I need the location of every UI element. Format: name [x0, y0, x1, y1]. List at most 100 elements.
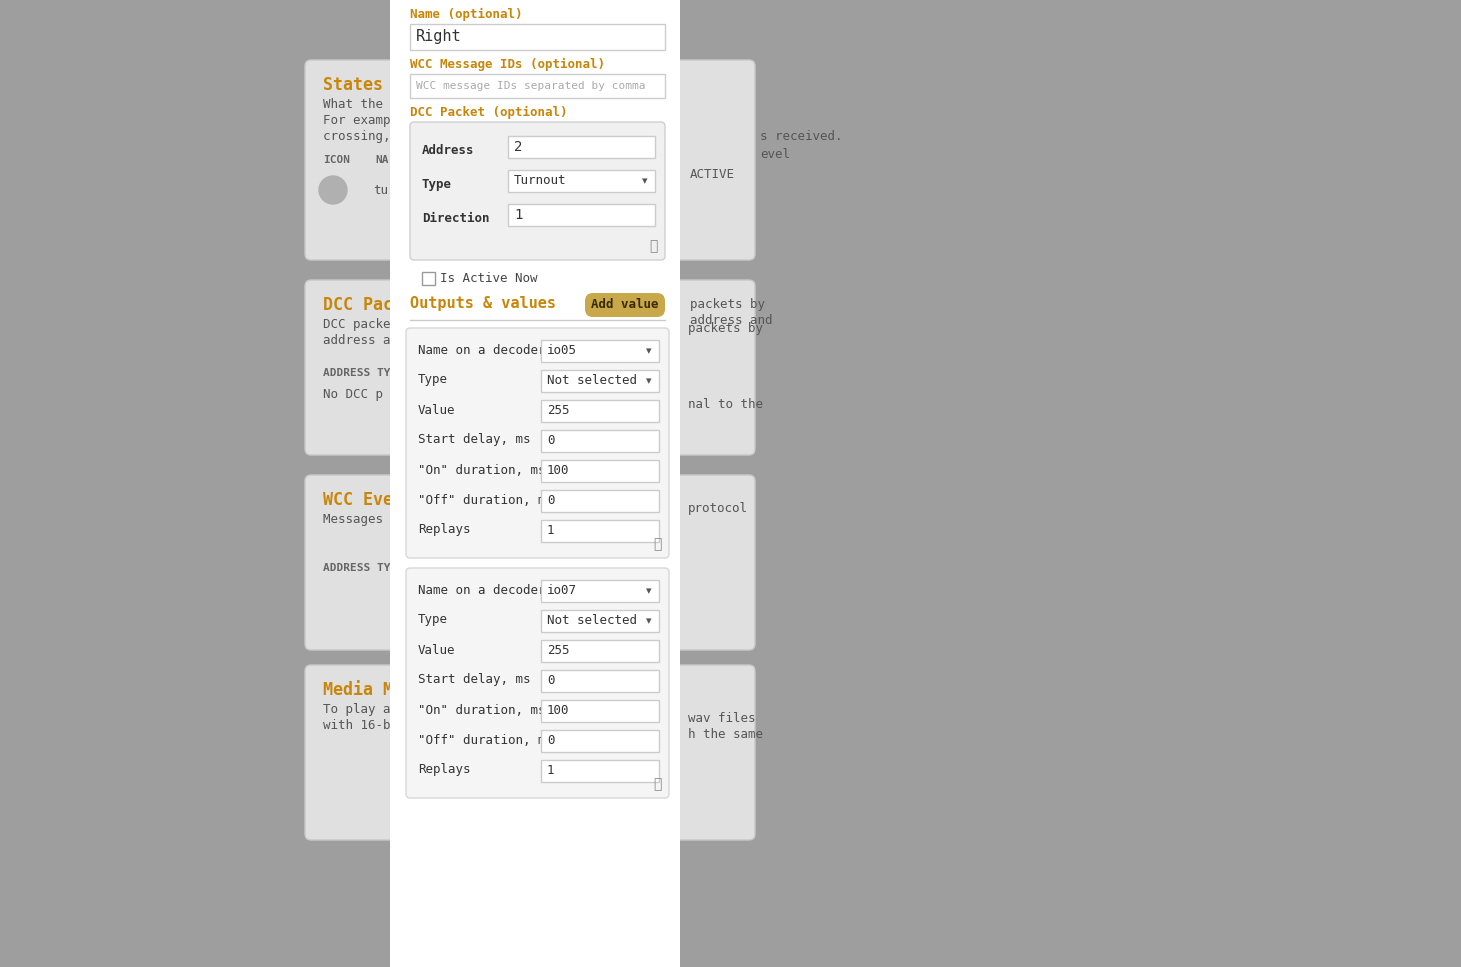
Text: To play au: To play au: [323, 703, 397, 716]
Text: "On" duration, ms: "On" duration, ms: [418, 463, 545, 477]
Text: What the de: What the de: [323, 98, 406, 111]
Text: For example: For example: [323, 114, 406, 127]
Text: address and: address and: [690, 314, 773, 327]
Text: crossing, r: crossing, r: [323, 130, 406, 143]
Text: "Off" duration, ms: "Off" duration, ms: [418, 734, 554, 747]
Text: with 16-bi: with 16-bi: [323, 719, 397, 732]
Bar: [541, 760, 659, 782]
Text: 255: 255: [546, 644, 570, 658]
Text: 1: 1: [546, 765, 555, 777]
Bar: [508, 170, 655, 192]
Bar: [411, 24, 665, 50]
Text: 100: 100: [546, 464, 570, 478]
Text: Not selected: Not selected: [546, 374, 637, 388]
Text: evel: evel: [760, 148, 790, 161]
Text: 0: 0: [546, 494, 555, 508]
Text: 🗑: 🗑: [653, 537, 662, 551]
Text: ▾: ▾: [646, 376, 652, 386]
Text: Value: Value: [418, 403, 456, 417]
Text: NA: NA: [375, 155, 389, 165]
Text: Replays: Replays: [418, 523, 470, 537]
Text: DCC packets: DCC packets: [323, 318, 406, 331]
Bar: [541, 670, 659, 692]
Text: WCC message IDs separated by comma: WCC message IDs separated by comma: [416, 81, 646, 91]
FancyBboxPatch shape: [406, 328, 669, 558]
FancyBboxPatch shape: [584, 293, 665, 317]
Text: 0: 0: [546, 434, 555, 448]
Text: ▾: ▾: [646, 346, 652, 356]
Bar: [541, 520, 659, 542]
Text: ICON: ICON: [323, 155, 351, 165]
Text: packets by: packets by: [688, 322, 763, 335]
Text: ACTIVE: ACTIVE: [405, 155, 446, 165]
Bar: [541, 730, 659, 752]
Text: Media Ma: Media Ma: [323, 681, 403, 699]
Text: 0: 0: [546, 675, 555, 688]
Text: ▾: ▾: [646, 616, 652, 626]
Text: ▾: ▾: [646, 586, 652, 596]
Text: Type: Type: [422, 178, 451, 191]
Text: No DCC p: No DCC p: [323, 388, 383, 401]
Text: DCC Packet (optional): DCC Packet (optional): [411, 106, 567, 119]
Bar: [422, 272, 435, 285]
Text: Type: Type: [418, 613, 449, 627]
Text: "On" duration, ms: "On" duration, ms: [418, 704, 545, 717]
FancyBboxPatch shape: [305, 475, 755, 650]
Bar: [541, 340, 659, 362]
Bar: [390, 0, 679, 967]
Text: ADDRESS TYPE: ADDRESS TYPE: [323, 563, 405, 573]
Text: packets by: packets by: [690, 298, 766, 311]
Text: Start delay, ms: Start delay, ms: [418, 433, 530, 447]
Bar: [541, 610, 659, 632]
Text: io05: io05: [546, 344, 577, 358]
Bar: [541, 370, 659, 392]
Bar: [541, 700, 659, 722]
Bar: [411, 74, 665, 98]
FancyBboxPatch shape: [305, 280, 755, 455]
Circle shape: [318, 176, 348, 204]
Text: nal to the: nal to the: [688, 398, 763, 411]
Bar: [541, 640, 659, 662]
Text: address and: address and: [323, 334, 406, 347]
Text: 🗑: 🗑: [653, 777, 662, 791]
Text: Replays: Replays: [418, 764, 470, 777]
Bar: [541, 490, 659, 512]
FancyBboxPatch shape: [305, 60, 755, 260]
Bar: [541, 430, 659, 452]
Text: Is Active Now: Is Active Now: [440, 273, 538, 285]
Text: 0: 0: [546, 735, 555, 747]
Text: Add value: Add value: [592, 299, 659, 311]
Bar: [541, 400, 659, 422]
Text: 1: 1: [514, 208, 523, 222]
Text: wav files: wav files: [688, 712, 755, 725]
Text: ▾: ▾: [643, 176, 647, 186]
Text: Turnout: Turnout: [514, 174, 567, 188]
Text: Type: Type: [418, 373, 449, 387]
Text: WCC Even: WCC Even: [323, 491, 403, 509]
Text: Direction: Direction: [422, 212, 489, 225]
Bar: [541, 580, 659, 602]
Text: ACTIVE: ACTIVE: [690, 168, 735, 181]
Text: ADDRESS TYPE: ADDRESS TYPE: [323, 368, 405, 378]
Text: protocol: protocol: [688, 502, 748, 515]
Text: io07: io07: [546, 584, 577, 598]
Text: Name on a decoder: Name on a decoder: [418, 583, 545, 597]
Text: "Off" duration, ms: "Off" duration, ms: [418, 493, 554, 507]
Text: Address: Address: [422, 144, 475, 157]
Text: 255: 255: [546, 404, 570, 418]
Text: Value: Value: [418, 643, 456, 657]
Text: 🗑: 🗑: [649, 239, 657, 253]
Text: Not selected: Not selected: [546, 614, 637, 628]
Text: tu: tu: [373, 184, 389, 196]
Text: WCC Message IDs (optional): WCC Message IDs (optional): [411, 58, 605, 72]
Bar: [508, 204, 655, 226]
FancyBboxPatch shape: [411, 122, 665, 260]
Text: 2: 2: [514, 140, 523, 154]
Text: Outputs & values: Outputs & values: [411, 296, 557, 311]
Text: s received.: s received.: [760, 130, 843, 143]
Text: Messages re: Messages re: [323, 513, 406, 526]
FancyBboxPatch shape: [406, 568, 669, 798]
Bar: [508, 136, 655, 158]
Text: 1: 1: [546, 524, 555, 538]
FancyBboxPatch shape: [305, 665, 755, 840]
